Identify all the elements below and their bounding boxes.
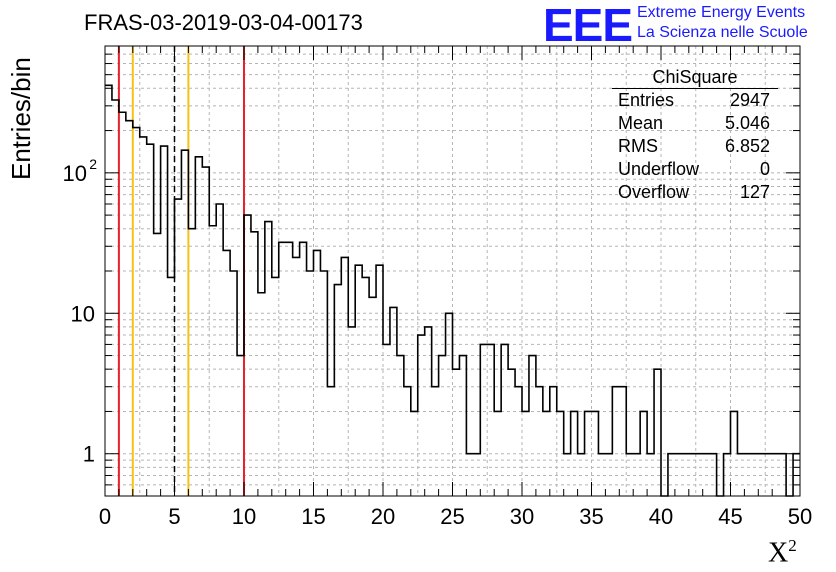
stats-label: Underflow: [618, 159, 700, 179]
stats-row-mean: Mean 5.046: [612, 112, 778, 135]
histogram-bin: [188, 229, 195, 496]
histogram-bars: [105, 84, 800, 497]
y-axis-label: Entries/bin: [6, 57, 36, 180]
histogram-bin: [439, 356, 446, 496]
histogram-bin: [327, 387, 334, 496]
stats-title: ChiSquare: [612, 66, 778, 89]
histogram-bin: [487, 344, 494, 496]
histogram-bin: [320, 271, 327, 496]
logo-line-2: La Scienza nelle Scuole: [637, 24, 808, 41]
stats-value: 127: [739, 182, 770, 202]
stats-row-underflow: Underflow 0: [612, 158, 778, 181]
x-tick-label: 10: [232, 504, 256, 529]
logo-line-1: Extreme Energy Events: [637, 4, 806, 21]
x-tick-label: 0: [99, 504, 111, 529]
stats-box: ChiSquare Entries 2947 Mean 5.046 RMS 6.…: [612, 66, 778, 204]
histogram-bin: [307, 271, 314, 496]
x-tick-label: 40: [649, 504, 673, 529]
histogram-bin: [376, 265, 383, 496]
histogram-bin: [112, 100, 119, 496]
x-tick-label: 15: [301, 504, 325, 529]
histogram-bin: [181, 150, 188, 496]
histogram-bin: [175, 199, 182, 496]
stats-row-entries: Entries 2947: [612, 89, 778, 112]
histogram-bin: [612, 387, 619, 496]
histogram-bin: [619, 387, 626, 496]
histogram-bin: [654, 369, 661, 496]
histogram-bin: [216, 204, 223, 496]
histogram-bin: [154, 233, 161, 496]
x-tick-label: 5: [168, 504, 180, 529]
histogram-bin: [265, 222, 272, 496]
histogram-bin: [202, 167, 209, 496]
histogram-bin: [432, 387, 439, 496]
chart-title: FRAS-03-2019-03-04-00173: [84, 10, 363, 35]
histogram-bin: [140, 137, 147, 496]
histogram-bin: [536, 387, 543, 496]
histogram-outline: [105, 84, 800, 497]
x-axis-label: X2: [768, 536, 797, 569]
stats-row-rms: RMS 6.852: [612, 135, 778, 158]
histogram-bin: [383, 344, 390, 496]
plot-frame: [104, 45, 801, 497]
y-tick-label-exponent: 2: [89, 156, 97, 172]
stats-value: 5.046: [724, 113, 770, 133]
histogram-bin: [334, 285, 341, 496]
stats-label: Overflow: [618, 182, 690, 202]
histogram-bin: [133, 128, 140, 496]
stats-label: Entries: [618, 90, 675, 110]
x-tick-label: 20: [371, 504, 395, 529]
histogram-bin: [105, 85, 112, 496]
x-tick-label: 45: [718, 504, 742, 529]
histogram-bin: [355, 265, 362, 496]
histogram-bin: [223, 250, 230, 496]
stats-label: RMS: [618, 136, 658, 156]
x-tick-label: 30: [510, 504, 534, 529]
x-tick-label: 50: [788, 504, 812, 529]
histogram-bin: [515, 387, 522, 496]
histogram-bin: [126, 121, 133, 496]
histogram-bin: [397, 356, 404, 496]
histogram-bin: [314, 250, 321, 496]
histogram-bin: [237, 356, 244, 496]
histogram-bin: [508, 369, 515, 496]
histogram-bin: [209, 226, 216, 496]
stats-label: Mean: [618, 113, 664, 133]
histogram-bin: [529, 356, 536, 496]
histogram-bin: [480, 344, 487, 496]
histogram-bin: [404, 387, 411, 496]
histogram-bin: [501, 344, 508, 496]
histogram-bin: [418, 335, 425, 496]
histogram-bin: [230, 271, 237, 496]
stats-row-overflow: Overflow 127: [612, 181, 778, 204]
histogram-bin: [119, 112, 126, 496]
y-tick-label: 1: [83, 442, 95, 467]
x-tick-label: 35: [579, 504, 603, 529]
stats-value: 2947: [729, 90, 770, 110]
histogram-bin: [453, 369, 460, 496]
stats-value: 6.852: [724, 136, 770, 156]
grid-layer: [105, 46, 800, 496]
histogram-bin: [459, 356, 466, 496]
histogram-bin: [550, 387, 557, 496]
histogram-bin: [258, 293, 265, 496]
x-axis-label-base: X: [768, 537, 789, 569]
histogram-bin: [161, 146, 168, 496]
stats-value: 0: [759, 159, 770, 179]
x-tick-label: 25: [440, 504, 464, 529]
eee-logo: EEE: [543, 0, 633, 51]
y-tick-label: 10: [63, 161, 87, 186]
x-axis-label-superscript: 2: [788, 536, 797, 555]
y-tick-label: 10: [71, 301, 95, 326]
histogram-bin: [446, 313, 453, 496]
